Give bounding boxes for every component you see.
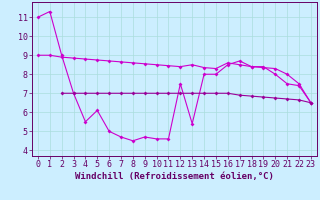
X-axis label: Windchill (Refroidissement éolien,°C): Windchill (Refroidissement éolien,°C) — [75, 172, 274, 181]
